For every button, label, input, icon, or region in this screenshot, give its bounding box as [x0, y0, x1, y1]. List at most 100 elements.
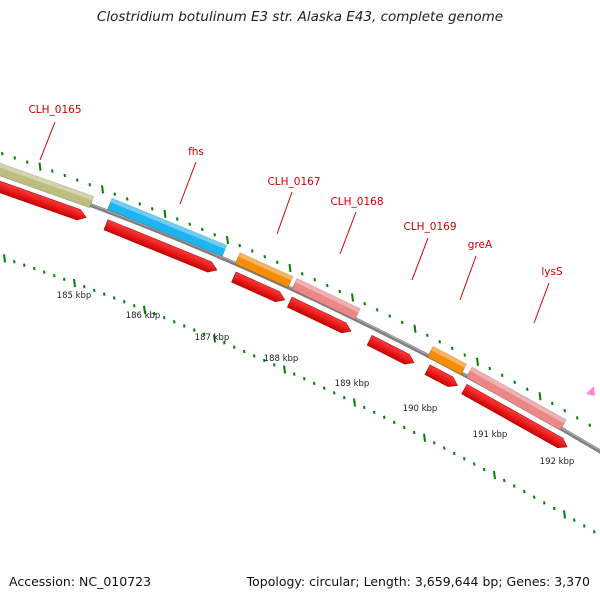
scale-minor-tick [403, 425, 406, 430]
minor-tick [26, 160, 29, 164]
minor-tick [363, 302, 366, 306]
scale-major-tick [3, 254, 6, 263]
minor-tick [501, 373, 504, 378]
scale-minor-tick [453, 451, 456, 456]
scale-minor-tick [63, 277, 66, 281]
scale-minor-tick [13, 260, 16, 264]
gene-label-CLH_0169[interactable]: CLH_0169 [403, 221, 456, 233]
scale-minor-tick [333, 391, 336, 395]
leader-line-lysS [533, 282, 550, 324]
cds-arrow-5 [366, 335, 415, 365]
major-tick [476, 357, 479, 366]
scale-label: 189 kbp [335, 379, 370, 389]
scale-minor-tick [273, 363, 276, 367]
cds-arrow-2 [103, 219, 218, 273]
gene-label-greA[interactable]: greA [468, 239, 493, 251]
gene-label-lysS[interactable]: lysS [541, 266, 563, 278]
minor-tick [488, 366, 491, 371]
scale-minor-tick [363, 405, 366, 410]
minor-tick [201, 227, 204, 232]
minor-tick [438, 340, 441, 344]
gene-bar-CLH_0167-shine [238, 252, 293, 281]
scale-major-tick [283, 365, 286, 374]
minor-tick [526, 387, 529, 391]
cds-arrow-6 [424, 364, 458, 387]
minor-tick [551, 401, 554, 406]
gene-label-fhs[interactable]: fhs [188, 146, 204, 158]
minor-tick [401, 320, 404, 325]
minor-tick [1, 152, 4, 156]
cds-arrow-1 [0, 177, 87, 221]
cds-arrow-7-shape [461, 383, 568, 449]
minor-tick [588, 423, 591, 427]
scale-minor-tick [503, 478, 506, 483]
scale-minor-tick [183, 324, 186, 328]
leader-line-CLH_0168 [339, 211, 357, 255]
scale-minor-tick [323, 386, 326, 390]
scale-minor-tick [53, 274, 56, 278]
gene-bar-greA [426, 345, 467, 376]
scale-label: 188 kbp [264, 354, 299, 364]
scale-label: 190 kbp [403, 404, 438, 414]
major-tick [413, 324, 417, 333]
gene-bar-CLH_0165-shape [0, 159, 95, 209]
scale-minor-tick [203, 332, 206, 336]
minor-tick [451, 346, 454, 351]
major-tick [288, 263, 292, 273]
scale-minor-tick [553, 506, 556, 511]
gene-label-CLH_0168[interactable]: CLH_0168 [330, 196, 383, 208]
minor-tick [326, 283, 329, 288]
scale-minor-tick [233, 345, 236, 349]
leader-line-greA [459, 255, 477, 301]
minor-tick [76, 178, 79, 182]
gene-bar-fhs-shine [110, 198, 227, 250]
scale-label: 185 kbp [57, 291, 92, 301]
gene-leader-lines [39, 121, 550, 324]
major-tick [226, 235, 229, 245]
minor-tick [576, 416, 579, 420]
scale-minor-tick [173, 320, 176, 324]
scale-minor-tick [413, 430, 416, 435]
scale-minor-tick [393, 420, 396, 425]
gene-label-CLH_0167[interactable]: CLH_0167 [267, 176, 320, 188]
scale-minor-tick [573, 518, 576, 522]
major-tick [351, 293, 354, 302]
cds-arrow-4 [286, 296, 352, 334]
scale-minor-tick [593, 530, 596, 534]
minor-tick [301, 272, 304, 276]
gene-bar-CLH_0165 [0, 159, 95, 209]
gene-label-CLH_0165[interactable]: CLH_0165 [28, 104, 81, 116]
gene-bar-CLH_0165-shine [0, 159, 94, 201]
minor-tick [376, 308, 379, 312]
scale-label: 187 kbp [195, 333, 230, 343]
scale-minor-tick [533, 495, 536, 499]
scale-major-tick [563, 510, 566, 519]
major-tick [38, 162, 42, 171]
gene-bar-lysS-shine [469, 367, 567, 424]
gene-bar-CLH_0168 [291, 278, 361, 320]
minor-tick [126, 197, 129, 201]
cds-arrow-2-shape [103, 219, 218, 273]
leader-line-CLH_0169 [411, 237, 429, 281]
scale-minor-tick [43, 270, 46, 274]
scale-minor-tick [103, 292, 106, 296]
scale-minor-tick [523, 489, 526, 494]
minor-tick [113, 192, 116, 196]
minor-tick [13, 156, 16, 160]
major-tick [163, 209, 167, 219]
minor-tick [51, 169, 54, 173]
minor-tick [88, 183, 91, 187]
minor-tick [213, 233, 216, 237]
cds-arrow-3 [231, 271, 286, 302]
gene-bar-greA-shape [426, 345, 467, 376]
scale-tick-row [3, 254, 596, 534]
minor-tick [188, 222, 191, 226]
cds-arrow-4-shape [286, 296, 352, 334]
leader-line-CLH_0165 [39, 121, 56, 161]
cds-arrow-7 [461, 383, 568, 449]
scale-minor-tick [253, 354, 256, 358]
minor-tick [251, 249, 254, 253]
cds-arrow-5-shape [366, 335, 415, 365]
